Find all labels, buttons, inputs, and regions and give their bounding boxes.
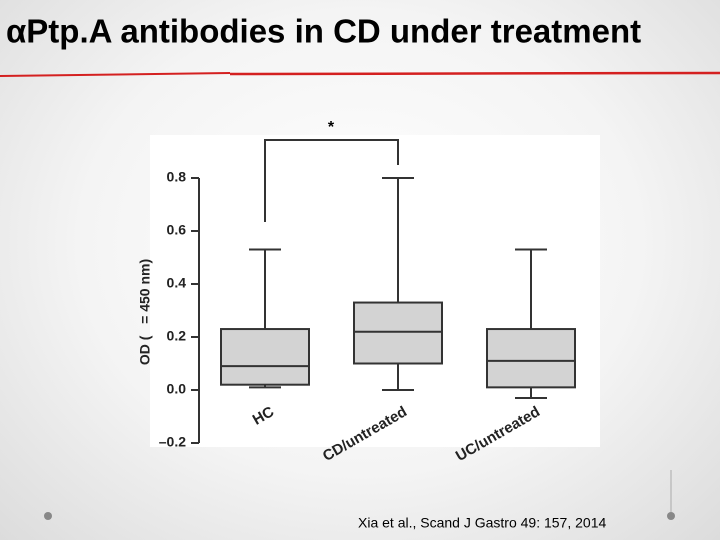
- y-tick-label: 0.8: [167, 169, 187, 185]
- y-tick-label: 0.2: [167, 328, 187, 344]
- slide-title: αPtp.A antibodies in CD under treatment: [6, 13, 641, 50]
- plot-background: [150, 135, 600, 447]
- title-rule: [229, 71, 720, 76]
- title-rule: [0, 72, 231, 77]
- box: [220, 328, 310, 386]
- y-tick-label: 0.0: [167, 381, 187, 397]
- significance-mark: *: [328, 119, 335, 136]
- citation: Xia et al., Scand J Gastro 49: 157, 2014: [358, 515, 606, 531]
- y-tick-label: 0.6: [167, 222, 187, 238]
- significance-bracket: [264, 139, 399, 222]
- corner-dot: [667, 512, 675, 520]
- box: [353, 301, 443, 365]
- y-tick-label: 0.4: [167, 275, 187, 291]
- y-axis-label: OD ( = 450 nm): [137, 259, 153, 365]
- y-tick-label: –0.2: [159, 434, 186, 450]
- box: [486, 328, 576, 389]
- corner-dot: [44, 512, 52, 520]
